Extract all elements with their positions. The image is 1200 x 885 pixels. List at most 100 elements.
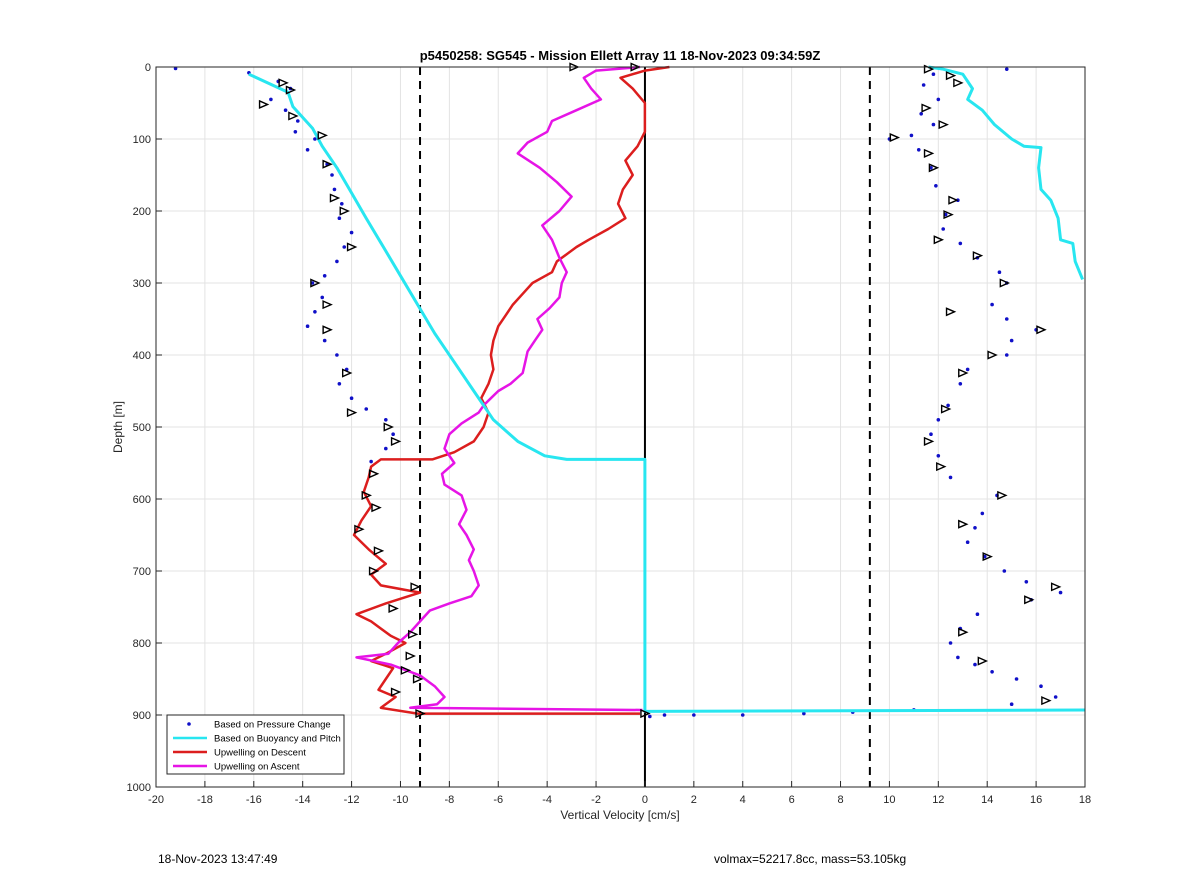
pressure-change-point-ascent <box>1024 580 1029 584</box>
y-tick-labels: 0 100 200 300 400 500 600 700 800 900 1000 <box>127 62 162 794</box>
x-tick-label: -18 <box>197 794 213 806</box>
triangle-marker <box>278 78 289 88</box>
pressure-change-point-ascent <box>973 662 977 667</box>
triangle-marker <box>322 300 333 310</box>
pressure-change-point-descent <box>340 202 344 206</box>
triangle-marker <box>923 148 935 158</box>
y-tick-label: 600 <box>133 494 151 506</box>
pressure-change-point-ascent <box>948 475 953 480</box>
pressure-change-point-ascent <box>1014 677 1019 681</box>
triangle-marker <box>948 195 959 205</box>
x-tick-label: 0 <box>642 794 648 806</box>
triangle-marker <box>1050 582 1062 592</box>
pressure-change-point-descent <box>337 382 342 386</box>
plot-series <box>173 62 1086 719</box>
pressure-change-point-descent <box>391 432 395 437</box>
pressure-change-point-ascent <box>946 403 950 408</box>
x-tick-label: -12 <box>344 794 360 806</box>
triangle-marker <box>346 242 358 252</box>
buoyancy-pitch-line-descent <box>248 72 1086 713</box>
pressure-change-point-ascent <box>948 641 953 645</box>
triangle-marker <box>972 251 984 261</box>
x-tick-label: -20 <box>148 794 164 806</box>
triangle-marker <box>339 206 350 216</box>
pressure-change-point-ascent <box>965 367 970 372</box>
pressure-change-point-ascent <box>921 83 926 87</box>
x-tick-label: 8 <box>837 794 843 806</box>
triangle-marker <box>322 325 333 335</box>
pressure-change-point-ascent <box>965 540 970 544</box>
pressure-change-point-descent <box>369 459 373 464</box>
pressure-change-point-ascent <box>936 97 941 102</box>
pressure-change-point-ascent <box>958 241 963 246</box>
pressure-change-point-ascent <box>934 184 938 188</box>
footer-timestamp: 18-Nov-2023 13:47:49 <box>158 852 278 866</box>
triangle-marker <box>938 120 949 130</box>
y-tick-label: 1000 <box>127 782 151 794</box>
triangle-marker <box>982 552 993 562</box>
triangle-marker <box>412 674 424 684</box>
y-tick-label: 400 <box>133 350 151 362</box>
triangle-marker <box>943 210 954 220</box>
pressure-change-point-ascent <box>662 713 667 717</box>
x-tick-label: -8 <box>444 794 454 806</box>
triangle-marker <box>361 490 372 500</box>
pressure-change-point-descent <box>342 245 347 249</box>
legend-label: Based on Buoyancy and Pitch <box>214 734 341 745</box>
pressure-change-point-ascent <box>740 713 745 717</box>
triangle-marker <box>310 278 321 288</box>
x-tick-label: -16 <box>246 794 262 806</box>
pressure-change-point-descent <box>349 230 354 235</box>
triangle-marker <box>987 350 998 360</box>
triangle-marker <box>341 368 353 378</box>
pressure-change-point-ascent <box>1004 353 1009 357</box>
pressure-change-point-ascent <box>931 122 936 127</box>
y-tick-label: 700 <box>133 566 151 578</box>
triangle-marker <box>368 566 380 576</box>
pressure-change-point-ascent <box>929 432 933 437</box>
triangle-marker <box>400 665 412 675</box>
triangle-marker <box>928 163 940 173</box>
buoyancy-pitch-line-ascent <box>928 65 1084 280</box>
triangle-marker <box>940 404 952 414</box>
x-tick-label: -6 <box>493 794 503 806</box>
legend-box <box>166 714 345 775</box>
pressure-change-point-descent <box>322 274 327 278</box>
pressure-change-point-ascent <box>1009 702 1014 706</box>
x-tick-label: -14 <box>295 794 311 806</box>
pressure-change-point-ascent <box>997 270 1002 275</box>
pressure-change-point-ascent <box>980 511 985 516</box>
x-tick-label: 14 <box>981 794 993 806</box>
pressure-change-point-descent <box>384 446 388 451</box>
triangle-marker <box>407 629 419 639</box>
triangle-marker <box>1041 696 1052 706</box>
pressure-change-point-ascent <box>936 454 941 458</box>
pressure-change-point-ascent <box>931 72 936 76</box>
x-tick-labels: -20 -18 -16 -14 -12 -10 -8 -6 -4 -2 0 2 4 6 8 10 12 14 16 1… <box>148 781 1091 806</box>
pressure-change-point-ascent <box>1053 695 1058 699</box>
y-tick-label: 900 <box>133 710 151 722</box>
pressure-change-point-ascent <box>1004 67 1009 71</box>
pressure-change-point-ascent <box>956 655 960 660</box>
gridlines <box>155 66 1086 788</box>
pressure-change-point-ascent <box>1009 338 1014 343</box>
pressure-change-point-descent <box>313 310 317 314</box>
triangle-marker <box>390 436 402 446</box>
triangle-marker <box>383 422 394 432</box>
pressure-change-point-ascent <box>692 713 696 717</box>
chart-title: p5450258: SG545 - Mission Ellett Array 1… <box>420 48 821 63</box>
pressure-change-point-descent <box>332 187 337 192</box>
pressure-change-point-ascent <box>1002 569 1007 573</box>
triangle-marker <box>317 130 328 140</box>
x-tick-label: 12 <box>932 794 944 806</box>
pressure-change-point-descent <box>293 130 298 134</box>
pressure-change-point-ascent <box>975 612 980 616</box>
pressure-change-point-ascent <box>802 711 806 716</box>
triangle-marker <box>958 627 969 637</box>
pressure-change-point-ascent <box>1004 317 1009 321</box>
pressure-change-point-ascent <box>941 227 946 231</box>
y-tick-label: 500 <box>133 422 151 434</box>
triangle-marker <box>415 708 426 719</box>
triangle-marker <box>977 656 989 666</box>
pressure-change-point-descent <box>384 418 388 422</box>
